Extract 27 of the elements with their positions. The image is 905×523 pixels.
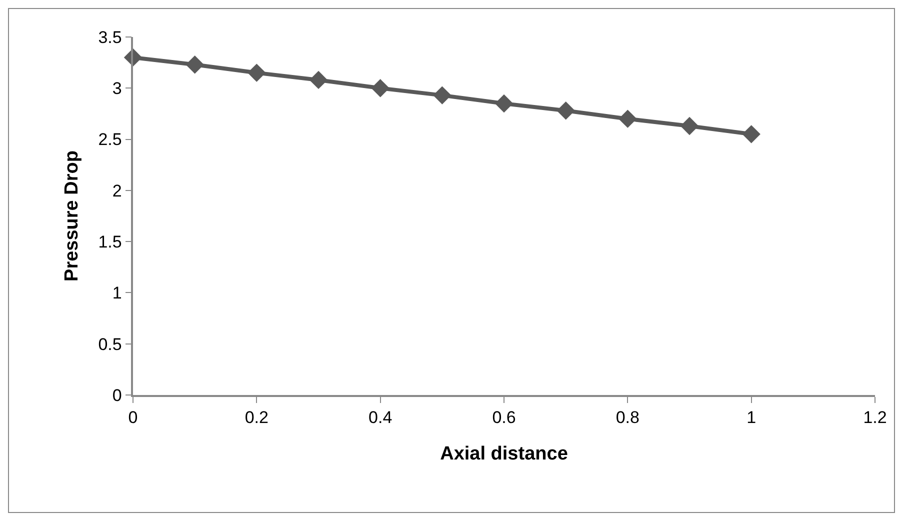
x-tick-label: 0.6	[492, 408, 516, 428]
y-axis-title: Pressure Drop	[62, 150, 83, 282]
x-tick-label: 0.8	[616, 408, 640, 428]
y-tick-label: 2	[112, 181, 122, 200]
x-tick-label: 0	[128, 408, 138, 428]
y-tick-label: 0	[112, 386, 122, 405]
point	[742, 125, 760, 144]
y-tick-label: 3.5	[98, 28, 122, 47]
point	[371, 79, 390, 98]
point	[186, 56, 204, 74]
point	[556, 102, 575, 120]
x-tick-label: 0.2	[244, 408, 268, 428]
y-tick-label: 2.5	[98, 130, 122, 150]
point	[248, 64, 266, 82]
y-tick-label: 0.5	[98, 334, 122, 354]
x-axis-title: Axial distance	[440, 443, 568, 464]
y-tick-label: 3	[112, 79, 122, 98]
point	[680, 116, 699, 136]
x-tick-label: 1.2	[863, 408, 887, 428]
y-tick-label: 1	[112, 284, 122, 303]
point	[309, 70, 328, 90]
point	[618, 110, 637, 128]
x-tick-label: 0.4	[368, 408, 392, 428]
point	[433, 86, 452, 104]
x-tick-label: 1	[746, 408, 756, 428]
point	[494, 94, 514, 113]
y-tick-label: 1.5	[98, 232, 122, 252]
